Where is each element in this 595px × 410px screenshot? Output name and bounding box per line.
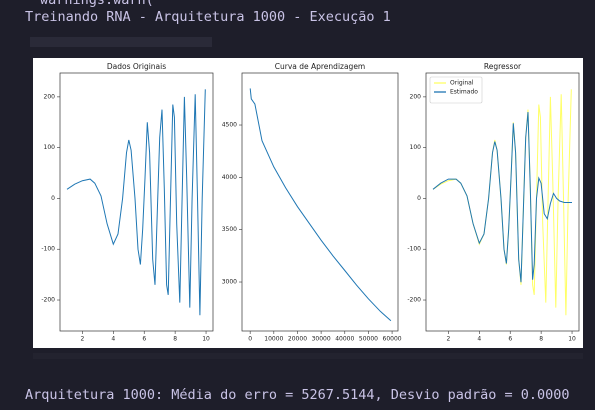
y-tick-label: -100 xyxy=(41,246,55,253)
axes-frame xyxy=(241,72,399,332)
x-tick-label: 10000 xyxy=(264,336,283,343)
y-tick-label: 4500 xyxy=(222,122,237,129)
x-tick-label: 60000 xyxy=(383,336,402,343)
x-tick-label: 10 xyxy=(202,336,210,343)
cut-text: warnings.warn( xyxy=(40,0,154,8)
y-tick-label: 4000 xyxy=(222,174,237,181)
x-tick-label: 4 xyxy=(111,336,115,343)
header-text: Treinando RNA - Arquitetura 1000 - Execu… xyxy=(25,9,391,25)
scroll-bar xyxy=(30,37,212,47)
x-tick-label: 40000 xyxy=(335,336,354,343)
legend-label: Estimado xyxy=(450,89,478,96)
axes-title: Dados Originais xyxy=(107,62,166,71)
y-tick-label: 3500 xyxy=(222,226,237,233)
axes-frame xyxy=(425,72,580,332)
data-line xyxy=(432,112,572,283)
x-tick-label: 10 xyxy=(568,336,576,343)
y-tick-label: -100 xyxy=(407,246,421,253)
y-tick-label: 0 xyxy=(417,195,421,202)
footer-text: Arquitetura 1000: Média do erro = 5267.5… xyxy=(25,387,570,403)
y-tick-label: 200 xyxy=(410,93,422,100)
y-tick-label: 0 xyxy=(51,195,55,202)
y-tick-label: -200 xyxy=(41,297,55,304)
x-tick-label: 0 xyxy=(248,336,252,343)
x-tick-label: 2 xyxy=(80,336,84,343)
y-tick-label: 100 xyxy=(410,144,422,151)
y-tick-label: -200 xyxy=(407,297,421,304)
h-scroll xyxy=(33,353,583,359)
y-tick-label: 200 xyxy=(44,93,56,100)
axes-title: Curva de Aprendizagem xyxy=(275,62,366,71)
axes-title: Regressor xyxy=(484,62,522,71)
x-tick-label: 20000 xyxy=(288,336,307,343)
x-tick-label: 2 xyxy=(446,336,450,343)
x-tick-label: 30000 xyxy=(312,336,331,343)
figure xyxy=(33,58,583,348)
axes-frame xyxy=(59,72,214,332)
x-tick-label: 8 xyxy=(173,336,177,343)
x-tick-label: 50000 xyxy=(359,336,378,343)
x-tick-label: 6 xyxy=(508,336,512,343)
data-line xyxy=(432,89,572,316)
y-tick-label: 3000 xyxy=(222,279,237,286)
legend-label: Original xyxy=(450,80,474,87)
x-tick-label: 8 xyxy=(539,336,543,343)
data-line xyxy=(66,89,206,316)
x-tick-label: 6 xyxy=(142,336,146,343)
data-line xyxy=(249,88,392,322)
y-tick-label: 100 xyxy=(44,144,56,151)
x-tick-label: 4 xyxy=(477,336,481,343)
